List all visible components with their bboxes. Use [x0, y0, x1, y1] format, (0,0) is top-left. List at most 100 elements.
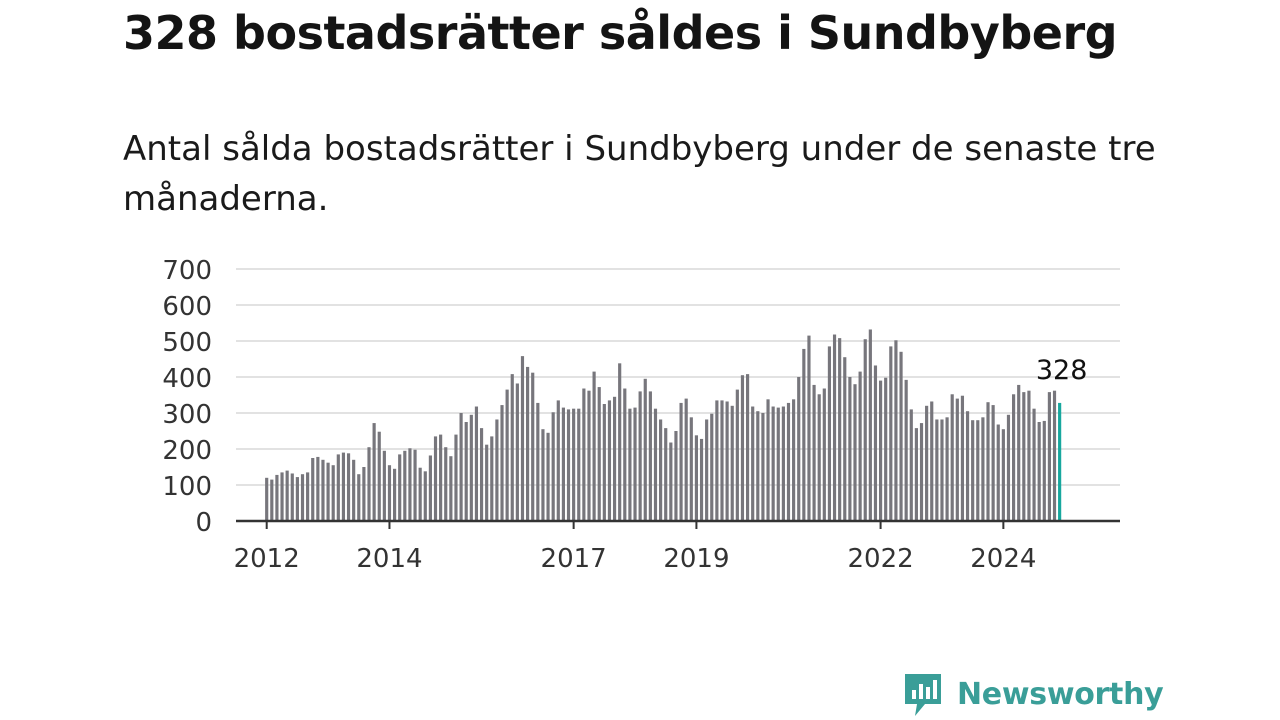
bar — [638, 391, 642, 521]
bar — [986, 402, 990, 521]
bar — [863, 339, 867, 521]
bar — [1017, 384, 1021, 521]
bar — [832, 334, 837, 521]
bar — [336, 454, 340, 521]
bar — [290, 473, 294, 521]
bar — [858, 371, 862, 521]
y-tick-label: 0 — [195, 508, 212, 538]
chart-title: 328 bostadsrätter såldes i Sundbyberg — [123, 6, 1118, 60]
bar — [316, 456, 320, 521]
bar — [577, 408, 581, 521]
bar — [740, 375, 745, 521]
bar — [955, 398, 959, 521]
bar — [797, 377, 801, 521]
bar — [382, 450, 386, 521]
bar — [909, 409, 913, 521]
bar — [802, 348, 806, 521]
bar — [633, 407, 637, 521]
bar — [930, 401, 934, 521]
bar — [362, 467, 366, 521]
bar — [628, 408, 632, 521]
y-tick-label: 100 — [162, 472, 212, 502]
bar — [479, 428, 484, 521]
bar — [418, 467, 422, 521]
bar — [367, 447, 371, 521]
bar — [873, 365, 878, 521]
bar — [945, 417, 949, 521]
bar — [1001, 429, 1005, 521]
bar — [265, 477, 269, 521]
bar — [699, 438, 704, 521]
bar — [520, 356, 525, 521]
bar — [935, 419, 939, 521]
newsworthy-logo: Newsworthy — [903, 670, 1164, 718]
bar — [761, 413, 765, 521]
bar — [346, 453, 351, 521]
bar — [756, 411, 760, 521]
bar — [914, 428, 918, 521]
bar — [848, 377, 852, 521]
bar — [991, 405, 995, 521]
bar — [306, 472, 310, 521]
bar — [423, 471, 427, 521]
bar — [904, 379, 908, 521]
bar — [454, 434, 458, 521]
bar — [439, 434, 443, 521]
bar — [352, 459, 356, 521]
bar — [515, 383, 519, 521]
bar — [526, 366, 530, 521]
bar — [940, 419, 944, 521]
bar — [469, 414, 473, 521]
bar — [751, 406, 755, 521]
bar — [884, 377, 888, 521]
bar — [766, 399, 770, 521]
bar — [536, 402, 540, 521]
bar — [720, 400, 724, 521]
bar — [919, 423, 924, 521]
bar — [889, 346, 893, 521]
bar — [786, 402, 791, 521]
bar — [582, 388, 586, 521]
bar — [357, 474, 361, 521]
bar — [868, 329, 872, 521]
bar — [623, 388, 627, 521]
bar — [725, 401, 729, 521]
bar — [981, 417, 985, 521]
bar — [807, 335, 811, 521]
bar — [602, 404, 606, 521]
bar — [280, 472, 284, 521]
bar — [781, 406, 785, 521]
bar — [505, 389, 509, 521]
bar — [408, 448, 412, 521]
bar — [449, 456, 453, 521]
x-tick-label: 2017 — [541, 544, 607, 574]
bar — [1022, 392, 1026, 521]
bar — [433, 436, 438, 521]
bar — [393, 468, 397, 521]
bar — [653, 408, 658, 521]
bar — [618, 363, 622, 521]
bar — [561, 407, 565, 521]
y-tick-label: 300 — [162, 400, 212, 430]
bar — [878, 380, 883, 521]
bar — [827, 346, 832, 521]
bar — [715, 400, 719, 521]
bar — [853, 384, 857, 521]
bar — [694, 435, 699, 521]
bar — [592, 371, 596, 521]
bar — [321, 459, 325, 521]
bar — [745, 374, 750, 521]
bar — [490, 436, 494, 521]
bar — [341, 452, 346, 521]
bar — [792, 399, 796, 521]
bar — [413, 449, 417, 521]
bar — [556, 400, 560, 521]
bar — [270, 479, 274, 521]
bar — [428, 455, 432, 521]
bar — [510, 374, 514, 521]
x-tick-label: 2019 — [663, 544, 729, 574]
y-tick-label: 200 — [162, 436, 212, 466]
bar-chart: 0 100 200 300 400 500 600 700 2012 2014 2017 2019 20… — [162, 256, 1120, 574]
bar — [965, 411, 970, 521]
bar — [735, 389, 739, 521]
